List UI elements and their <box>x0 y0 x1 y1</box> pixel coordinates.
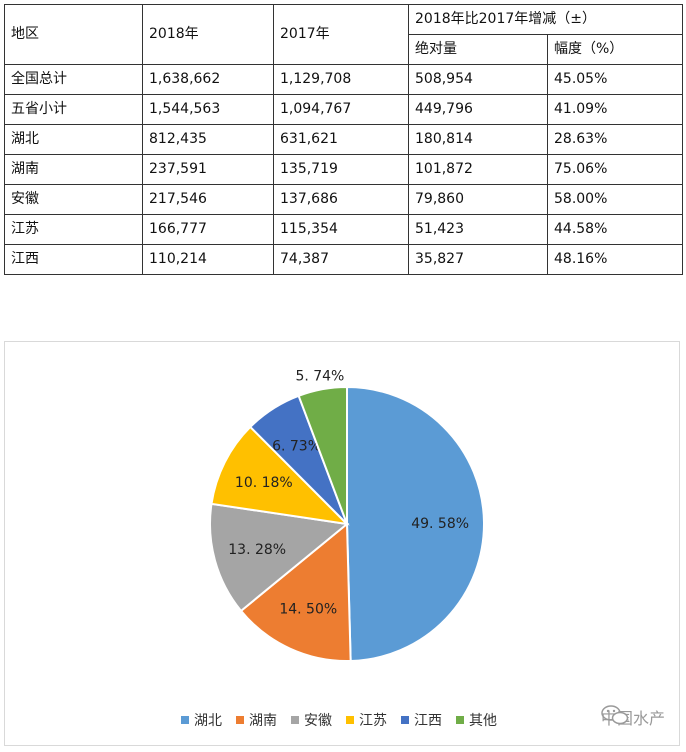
chart-legend: 湖北 湖南 安徽 江苏 江西 其他 <box>181 710 497 730</box>
cell-y2018: 237,591 <box>142 154 274 185</box>
legend-swatch <box>291 716 299 724</box>
cell-region: 全国总计 <box>4 64 143 95</box>
cell-y2017: 137,686 <box>273 184 409 215</box>
cell-region: 安徽 <box>4 184 143 215</box>
cell-absolute: 449,796 <box>408 94 548 125</box>
header-2018: 2018年 <box>142 4 274 65</box>
pie-slice-湖北 <box>346 385 485 662</box>
cell-absolute: 51,423 <box>408 214 548 245</box>
pie-chart-panel: 49. 58% 14. 50% 13. 28% 10. 18% 6. 73% 5. 74%… <box>4 341 680 746</box>
legend-item: 安徽 <box>291 710 332 730</box>
legend-item: 湖南 <box>236 710 277 730</box>
cell-rate: 58.00% <box>547 184 683 215</box>
table-row: 湖南 237,591 135,719 101,872 75.06% <box>4 154 683 185</box>
pie-label: 13. 28% <box>228 542 286 558</box>
pie-label: 6. 73% <box>272 439 321 455</box>
watermark: 中国水产 <box>601 705 665 729</box>
table-row: 湖北 812,435 631,621 180,814 28.63% <box>4 124 683 155</box>
cell-rate: 41.09% <box>547 94 683 125</box>
cell-rate: 28.63% <box>547 124 683 155</box>
legend-label: 安徽 <box>304 713 332 729</box>
table-row: 江西 110,214 74,387 35,827 48.16% <box>4 244 683 275</box>
cell-rate: 44.58% <box>547 214 683 245</box>
cell-region: 江苏 <box>4 214 143 245</box>
table-row: 五省小计 1,544,563 1,094,767 449,796 41.09% <box>4 94 683 125</box>
cell-y2018: 1,638,662 <box>142 64 274 95</box>
cell-rate: 45.05% <box>547 64 683 95</box>
table-row: 江苏 166,777 115,354 51,423 44.58% <box>4 214 683 245</box>
table-row: 全国总计 1,638,662 1,129,708 508,954 45.05% <box>4 64 683 95</box>
header-region: 地区 <box>4 4 143 65</box>
cell-y2017: 631,621 <box>273 124 409 155</box>
cell-region: 五省小计 <box>4 94 143 125</box>
cell-region: 湖南 <box>4 154 143 185</box>
cell-absolute: 79,860 <box>408 184 548 215</box>
cell-region: 湖北 <box>4 124 143 155</box>
legend-label: 湖北 <box>194 713 222 729</box>
cell-y2018: 166,777 <box>142 214 274 245</box>
cell-absolute: 101,872 <box>408 154 548 185</box>
header-2017: 2017年 <box>273 4 409 65</box>
cell-region: 江西 <box>4 244 143 275</box>
cell-y2017: 115,354 <box>273 214 409 245</box>
cell-absolute: 508,954 <box>408 64 548 95</box>
cell-absolute: 180,814 <box>408 124 548 155</box>
pie-label: 10. 18% <box>235 475 293 491</box>
cell-y2017: 1,094,767 <box>273 94 409 125</box>
header-rate: 幅度（%） <box>547 34 683 65</box>
legend-swatch <box>401 716 409 724</box>
cell-y2018: 110,214 <box>142 244 274 275</box>
pie-slice-湖南 <box>239 521 352 662</box>
legend-swatch <box>346 716 354 724</box>
cell-rate: 75.06% <box>547 154 683 185</box>
header-absolute: 绝对量 <box>408 34 548 65</box>
legend-swatch <box>181 716 189 724</box>
header-change: 2018年比2017年增减（±） <box>408 4 683 35</box>
legend-item: 湖北 <box>181 710 222 730</box>
legend-label: 湖南 <box>249 713 277 729</box>
cell-rate: 48.16% <box>547 244 683 275</box>
cell-y2017: 74,387 <box>273 244 409 275</box>
legend-label: 其他 <box>469 713 497 729</box>
legend-label: 江西 <box>414 713 442 729</box>
legend-label: 江苏 <box>359 713 387 729</box>
pie-label: 5. 74% <box>295 368 344 384</box>
legend-item: 其他 <box>456 710 497 730</box>
table-header-row: 地区 2018年 2017年 2018年比2017年增减（±） <box>4 4 683 65</box>
table-subheader-row: 绝对量 幅度（%） <box>5 34 683 65</box>
cell-y2017: 135,719 <box>273 154 409 185</box>
cell-y2018: 217,546 <box>142 184 274 215</box>
pie-slice-安徽 <box>209 502 350 613</box>
cell-y2017: 1,129,708 <box>273 64 409 95</box>
cell-y2018: 812,435 <box>142 124 274 155</box>
pie-chart: 49. 58% 14. 50% 13. 28% 10. 18% 6. 73% 5. 74% <box>209 368 485 662</box>
cell-y2018: 1,544,563 <box>142 94 274 125</box>
pie-label: 14. 50% <box>279 602 337 618</box>
legend-item: 江苏 <box>346 710 387 730</box>
legend-swatch <box>456 716 464 724</box>
table-row: 安徽 217,546 137,686 79,860 58.00% <box>4 184 683 215</box>
cell-absolute: 35,827 <box>408 244 548 275</box>
harvest-table: 地区 2018年 2017年 2018年比2017年增减（±） 绝对量 幅度（%… <box>4 4 683 275</box>
pie-label: 49. 58% <box>411 516 469 532</box>
legend-item: 江西 <box>401 710 442 730</box>
pie-slice-江苏 <box>210 425 350 526</box>
legend-swatch <box>236 716 244 724</box>
pie-slice-其他 <box>297 385 348 525</box>
wechat-icon <box>601 705 629 725</box>
